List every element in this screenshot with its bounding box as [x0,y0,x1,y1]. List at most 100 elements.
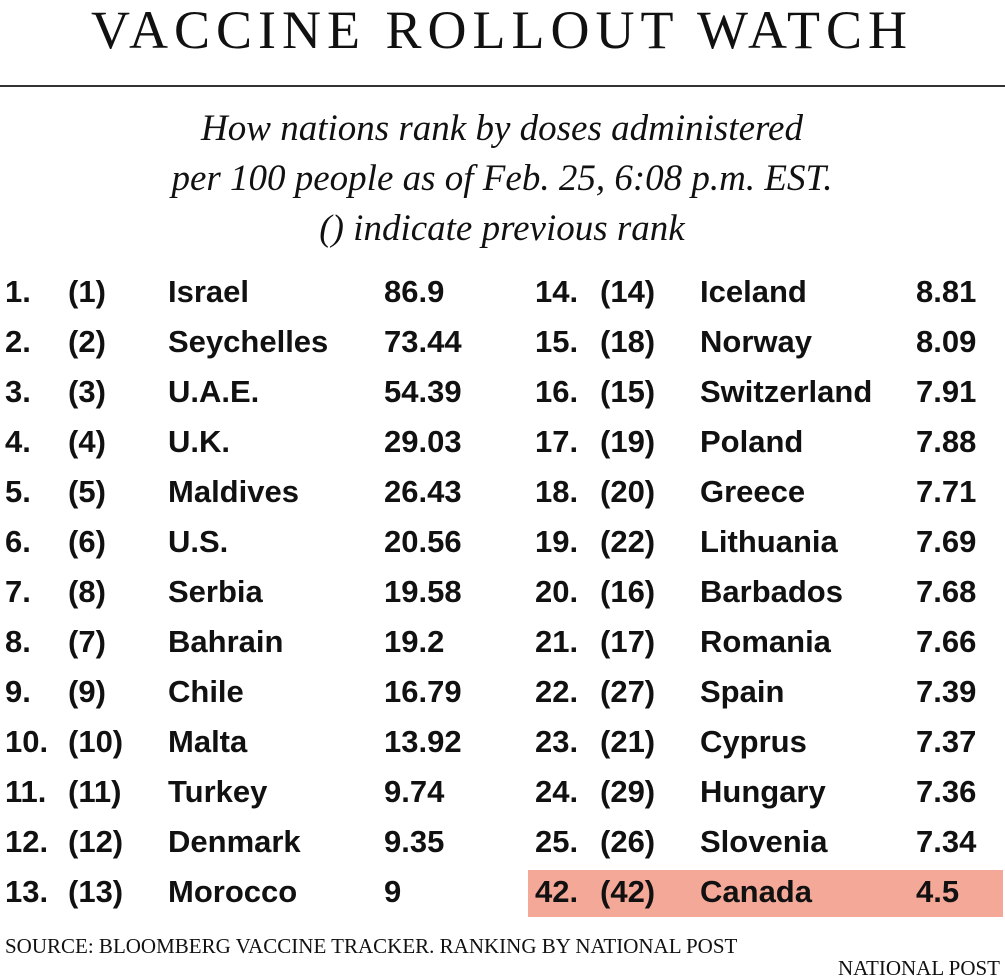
cell-rank: 21. [535,624,578,659]
cell-previous: (20) [600,474,655,509]
cell-value: 7.36 [916,774,976,809]
cell-rank: 15. [535,324,578,359]
subtitle-line: How nations rank by doses administered [200,108,803,149]
cell-value: 26.43 [384,474,462,509]
title: VACCINE ROLLOUT WATCH [91,0,913,60]
highlight-row [528,870,1003,917]
cell-value: 29.03 [384,424,462,459]
cell-country: Morocco [168,874,297,909]
cell-value: 7.37 [916,724,976,759]
cell-value: 7.91 [916,374,976,409]
cell-country: U.A.E. [168,374,259,409]
cell-previous: (16) [600,574,655,609]
cell-country: Israel [168,274,249,309]
cell-country: U.S. [168,524,228,559]
cell-country: Denmark [168,824,301,859]
cell-value: 7.39 [916,674,976,709]
credit: NATIONAL POST [838,956,1000,979]
cell-rank: 22. [535,674,578,709]
cell-previous: (2) [68,324,106,359]
cell-rank: 2. [5,324,31,359]
cell-previous: (1) [68,274,106,309]
cell-rank: 6. [5,524,31,559]
cell-rank: 20. [535,574,578,609]
cell-previous: (7) [68,624,106,659]
cell-value: 9 [384,874,401,909]
cell-value: 73.44 [384,324,462,359]
cell-country: Romania [700,624,832,659]
cell-previous: (8) [68,574,106,609]
cell-rank: 18. [535,474,578,509]
cell-value: 19.2 [384,624,444,659]
cell-country: Lithuania [700,524,839,559]
cell-value: 7.69 [916,524,976,559]
cell-rank: 10. [5,724,48,759]
cell-country: Turkey [168,774,268,809]
source: SOURCE: BLOOMBERG VACCINE TRACKER. RANKI… [5,934,738,958]
cell-value: 7.71 [916,474,976,509]
cell-country: Cyprus [700,724,807,759]
cell-rank: 4. [5,424,31,459]
cell-previous: (17) [600,624,655,659]
cell-previous: (6) [68,524,106,559]
cell-previous: (10) [68,724,123,759]
cell-value: 8.81 [916,274,976,309]
cell-previous: (18) [600,324,655,359]
cell-value: 7.68 [916,574,976,609]
cell-country: Switzerland [700,374,872,409]
cell-value: 54.39 [384,374,462,409]
cell-rank: 1. [5,274,31,309]
cell-value: 13.92 [384,724,462,759]
cell-country: Slovenia [700,824,828,859]
cell-rank: 5. [5,474,31,509]
cell-rank: 17. [535,424,578,459]
cell-country: Serbia [168,574,264,609]
cell-previous: (5) [68,474,106,509]
cell-value: 7.66 [916,624,976,659]
cell-value: 4.5 [916,874,959,909]
cell-country: Seychelles [168,324,328,359]
cell-country: Malta [168,724,248,759]
cell-previous: (13) [68,874,123,909]
cell-value: 16.79 [384,674,462,709]
cell-country: Chile [168,674,244,709]
cell-previous: (26) [600,824,655,859]
cell-previous: (15) [600,374,655,409]
cell-previous: (29) [600,774,655,809]
cell-previous: (11) [68,774,121,809]
cell-value: 19.58 [384,574,462,609]
cell-country: Greece [700,474,805,509]
cell-country: Norway [700,324,813,359]
cell-rank: 14. [535,274,578,309]
cell-country: Spain [700,674,784,709]
cell-previous: (42) [600,874,655,909]
cell-country: Maldives [168,474,299,509]
cell-value: 7.34 [916,824,977,859]
subtitle-line: () indicate previous rank [319,208,685,249]
cell-country: Hungary [700,774,827,809]
cell-rank: 16. [535,374,578,409]
cell-value: 86.9 [384,274,444,309]
cell-rank: 23. [535,724,578,759]
cell-value: 20.56 [384,524,462,559]
cell-country: U.K. [168,424,230,459]
cell-rank: 3. [5,374,31,409]
subtitle-line: per 100 people as of Feb. 25, 6:08 p.m. … [168,158,832,199]
cell-rank: 9. [5,674,31,709]
cell-value: 9.74 [384,774,445,809]
cell-previous: (19) [600,424,655,459]
cell-previous: (21) [600,724,655,759]
cell-rank: 11. [5,774,46,809]
cell-country: Barbados [700,574,843,609]
cell-previous: (3) [68,374,106,409]
cell-rank: 42. [535,874,578,909]
cell-previous: (12) [68,824,123,859]
cell-rank: 25. [535,824,578,859]
cell-previous: (9) [68,674,106,709]
cell-country: Poland [700,424,803,459]
cell-value: 7.88 [916,424,976,459]
cell-rank: 7. [5,574,31,609]
cell-rank: 19. [535,524,578,559]
cell-rank: 24. [535,774,578,809]
